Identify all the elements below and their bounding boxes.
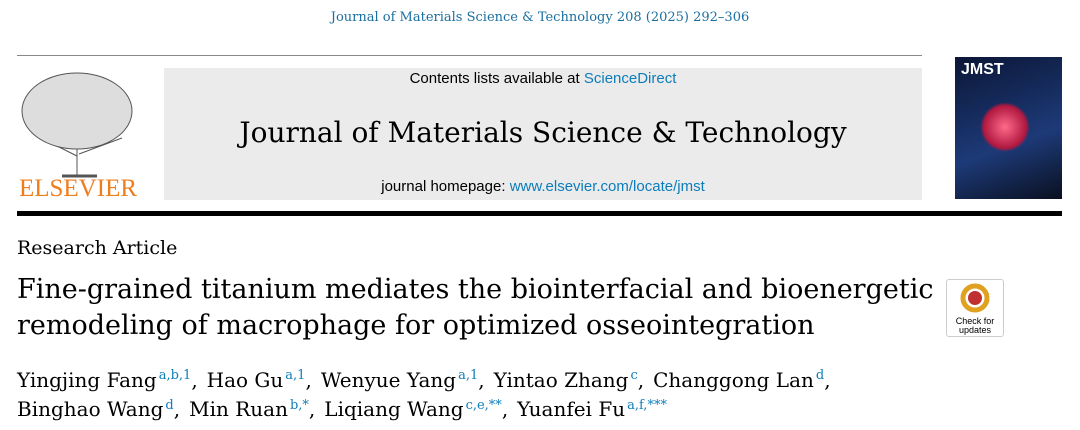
article-type: Research Article (17, 237, 178, 259)
affiliation: a,1 (285, 368, 306, 383)
separator: , (824, 367, 831, 392)
author-line: Binghao Wang d, Min Ruan b,*, Liqiang Wang c,… (17, 393, 840, 423)
author-line: Yingjing Fang a,b,1, Hao Gu a,1, Wenyue Yang… (17, 363, 840, 393)
author-name: Yingjing Fang (17, 367, 157, 392)
affiliation: d (165, 397, 174, 413)
article-title: Fine-grained titanium mediates the bioin… (17, 272, 933, 344)
author: Yuanfei Fu a,f,*** (517, 397, 667, 421)
affiliation: a,b,1 (158, 368, 192, 383)
title-line: remodeling of macrophage for optimized o… (17, 310, 815, 341)
author: Min Ruan b,*, (189, 397, 315, 421)
separator: , (637, 367, 645, 392)
affiliation: b,* (289, 397, 309, 413)
separator: , (191, 367, 198, 392)
author: Yintao Zhang c, (494, 368, 645, 392)
citation: Journal of Materials Science & Technolog… (330, 10, 750, 25)
homepage-line: journal homepage: www.elsevier.com/locat… (164, 178, 922, 195)
check-updates[interactable]: Check for updates (946, 279, 1004, 337)
affiliation: a,1 (458, 368, 479, 383)
separator: , (478, 367, 485, 392)
affiliation: c (630, 368, 638, 383)
homepage-link[interactable]: www.elsevier.com/locate/jmst (509, 178, 705, 195)
author-name: Hao Gu (206, 367, 284, 392)
separator: , (173, 397, 181, 422)
author: Hao Gu a,1, (207, 368, 312, 392)
authors: Yingjing Fang a,b,1, Hao Gu a,1, Wenyue Yang… (17, 363, 840, 422)
check-text: Check for updates (955, 316, 995, 335)
contents-line: Contents lists available at ScienceDirec… (164, 70, 922, 87)
author-name: Wenyue Yang (320, 367, 457, 392)
thick-rule (17, 211, 1062, 216)
author-name: Min Ruan (189, 397, 288, 422)
separator: , (501, 397, 509, 422)
author-name: Yuanfei Fu (517, 397, 626, 422)
author-name: Binghao Wang (17, 397, 164, 422)
cover-art (980, 102, 1030, 152)
publisher: ELSEVIER (19, 175, 137, 202)
journal-box: Contents lists available at ScienceDirec… (164, 68, 922, 200)
separator: , (308, 397, 316, 422)
author-name: Changgong Lan (653, 367, 814, 392)
affiliation: a,f,*** (627, 397, 667, 413)
affiliation: c,e,** (465, 397, 502, 413)
cover: JMST (955, 57, 1062, 199)
publisher-logo: ELSEVIER (19, 72, 137, 202)
author: Binghao Wang d, (17, 397, 180, 421)
author-name: Liqiang Wang (324, 397, 464, 422)
affiliation: d (815, 368, 825, 383)
author-name: Yintao Zhang (493, 367, 629, 392)
separator: , (305, 367, 312, 392)
sciencedirect-link[interactable]: ScienceDirect (583, 70, 677, 87)
homepage-text: journal homepage: (381, 178, 506, 195)
contents-text: Contents lists available at (409, 70, 580, 87)
journal-name: Journal of Materials Science & Technolog… (239, 116, 847, 149)
author: Wenyue Yang a,1, (321, 368, 485, 392)
check-icon (960, 283, 990, 313)
title-line: Fine-grained titanium mediates the bioin… (17, 274, 934, 305)
author: Liqiang Wang c,e,**, (324, 397, 508, 421)
author: Yingjing Fang a,b,1, (17, 368, 198, 392)
cover-title: JMST (961, 61, 1004, 78)
rule (17, 55, 922, 56)
author: Changgong Lan d, (653, 368, 830, 392)
